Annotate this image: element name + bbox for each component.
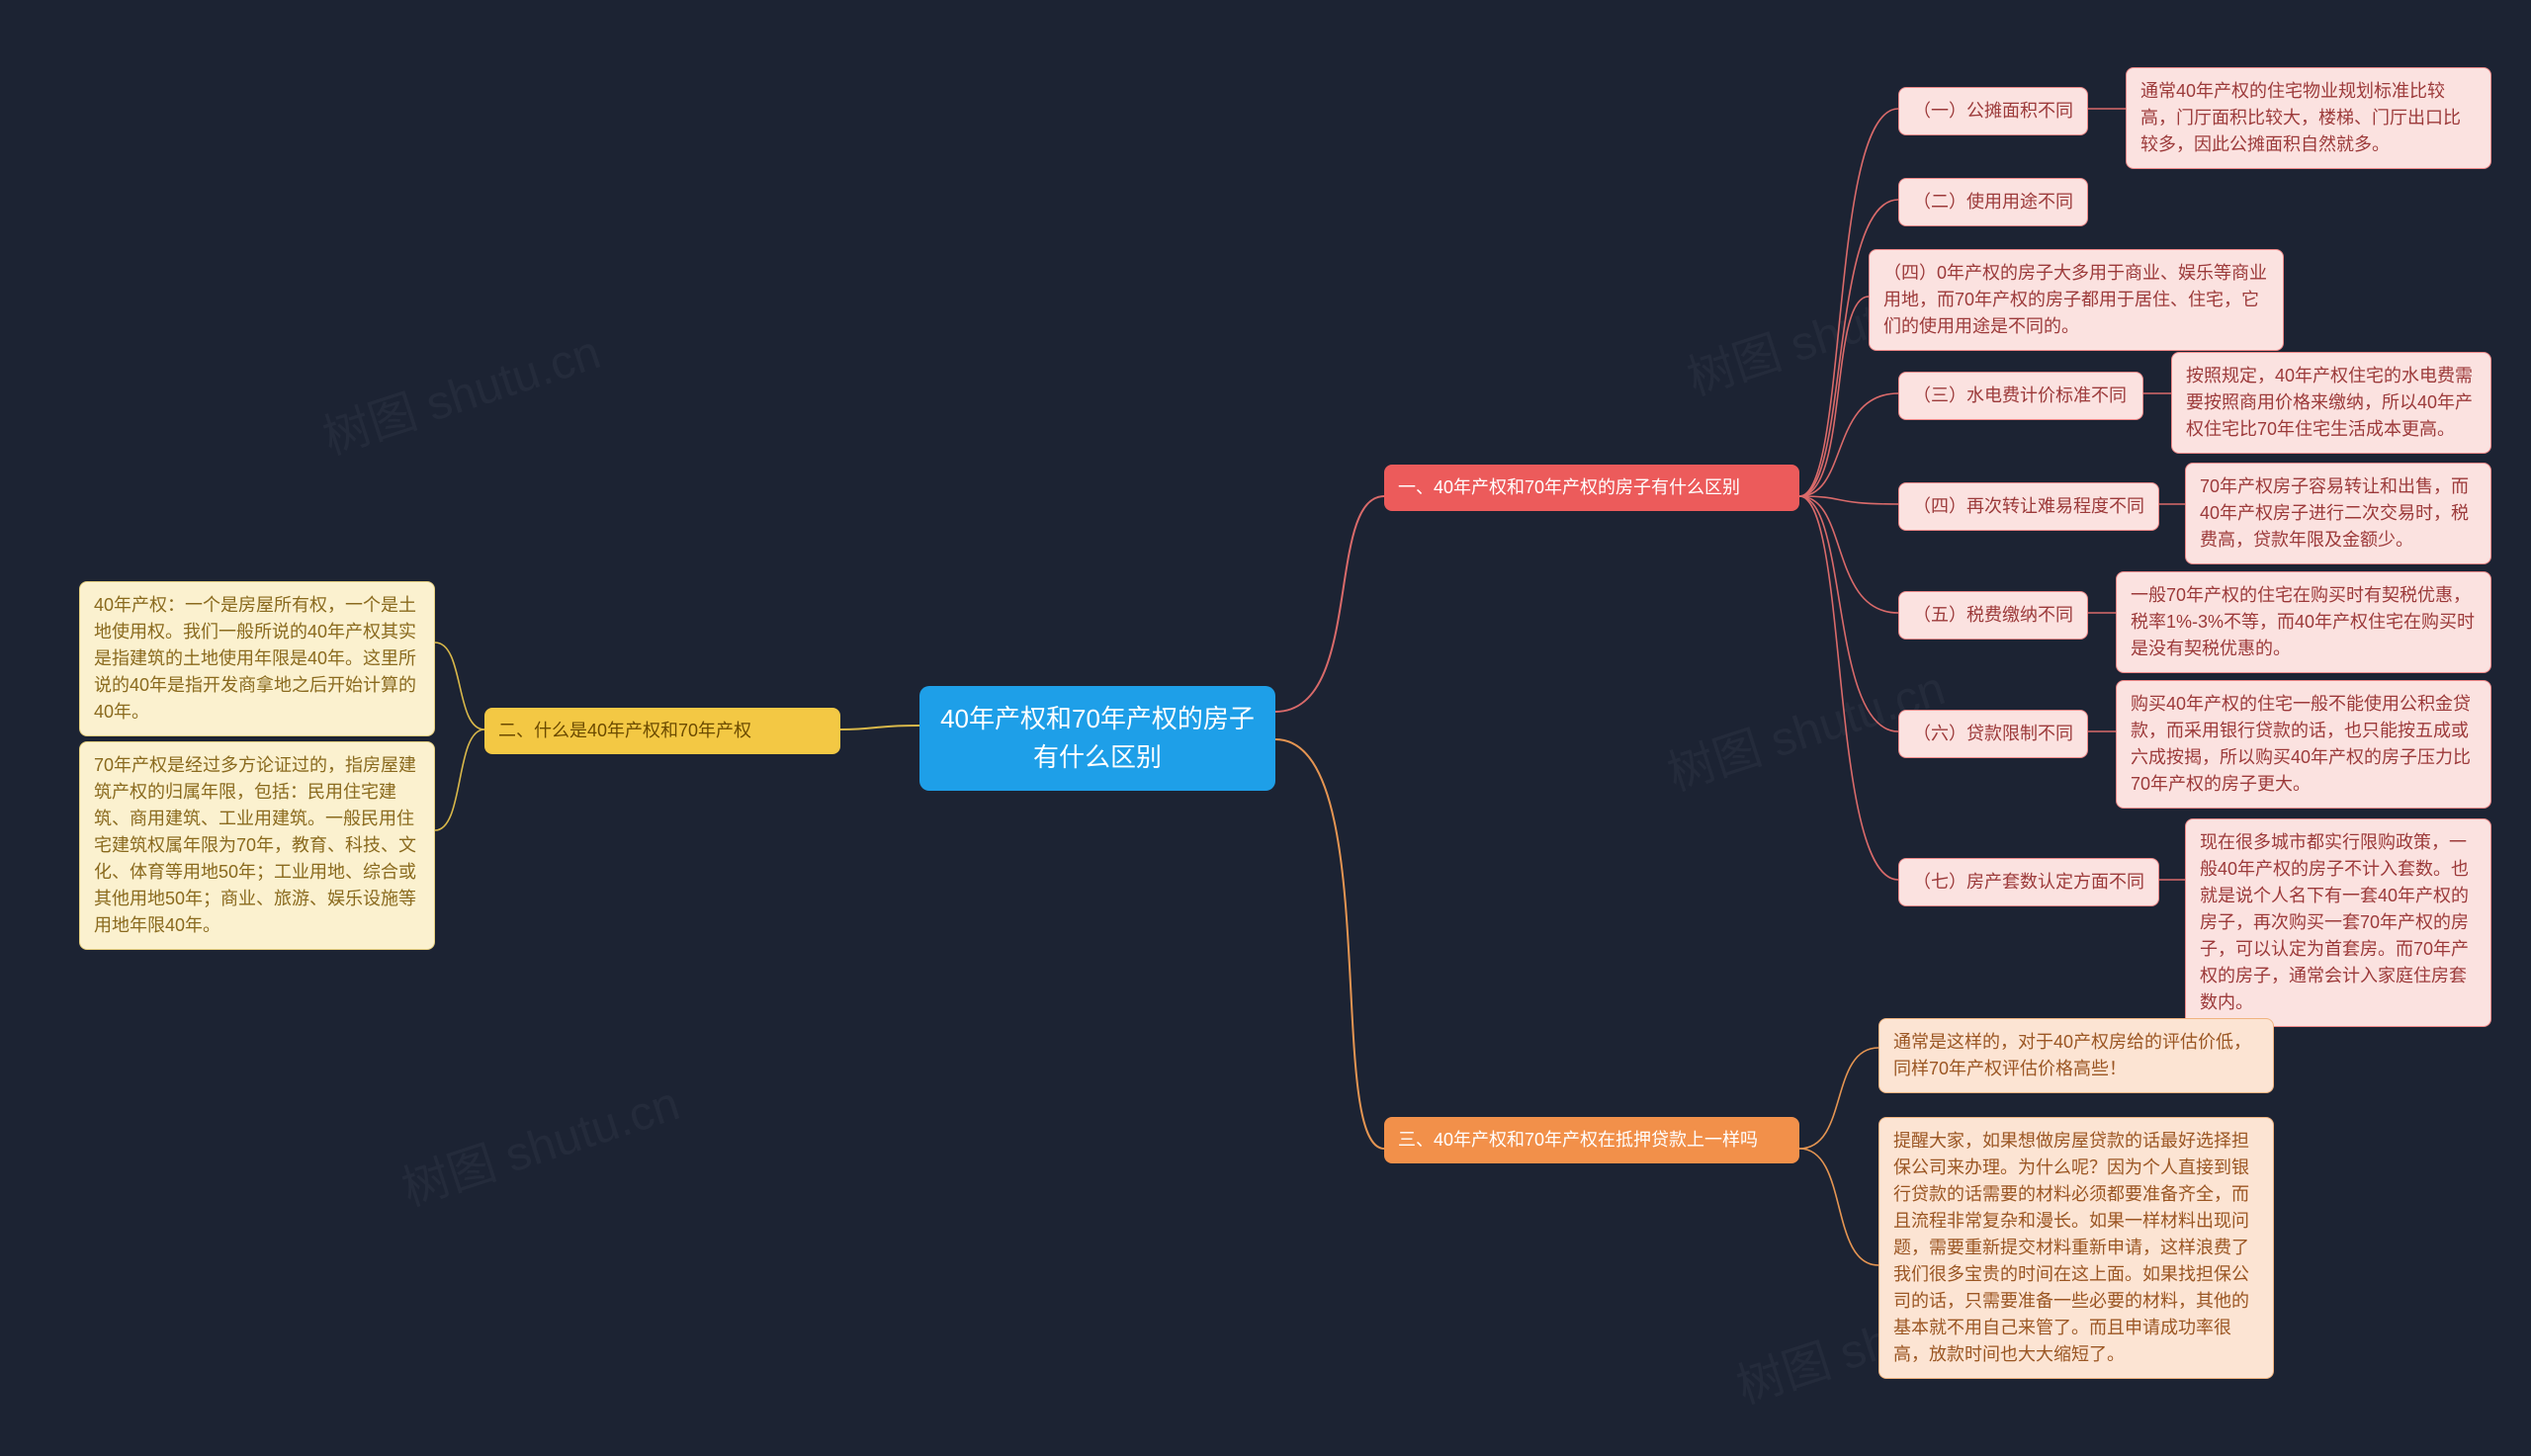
b1-item-6-label[interactable]: （六）贷款限制不同 (1898, 710, 2088, 758)
b1-item-6-detail: 购买40年产权的住宅一般不能使用公积金贷款，而采用银行贷款的话，也只能按五成或六… (2116, 680, 2491, 809)
b1-item-5-detail: 一般70年产权的住宅在购买时有契税优惠，税率1%-3%不等，而40年产权住宅在购… (2116, 571, 2491, 673)
branch-3[interactable]: 三、40年产权和70年产权在抵押贷款上一样吗 (1384, 1117, 1799, 1163)
b1-item-0-label[interactable]: （一）公摊面积不同 (1898, 87, 2088, 135)
b1-item-1-label[interactable]: （二）使用用途不同 (1898, 178, 2088, 226)
b1-item-4-label[interactable]: （四）再次转让难易程度不同 (1898, 482, 2159, 531)
b1-item-3-label[interactable]: （三）水电费计价标准不同 (1898, 372, 2143, 420)
b2-item-1: 70年产权是经过多方论证过的，指房屋建筑产权的归属年限，包括：民用住宅建筑、商用… (79, 741, 435, 950)
root-node[interactable]: 40年产权和70年产权的房子有什么区别 (919, 686, 1275, 791)
b3-item-1: 提醒大家，如果想做房屋贷款的话最好选择担保公司来办理。为什么呢？因为个人直接到银… (1878, 1117, 2274, 1379)
b1-item-7-detail: 现在很多城市都实行限购政策，一般40年产权的房子不计入套数。也就是说个人名下有一… (2185, 818, 2491, 1027)
watermark: 树图 shutu.cn (312, 313, 607, 468)
b2-item-0: 40年产权：一个是房屋所有权，一个是土地使用权。我们一般所说的40年产权其实是指… (79, 581, 435, 736)
b3-item-0: 通常是这样的，对于40产权房给的评估价低，同样70年产权评估价格高些！ (1878, 1018, 2274, 1093)
branch-1[interactable]: 一、40年产权和70年产权的房子有什么区别 (1384, 465, 1799, 511)
b1-item-3-detail: 按照规定，40年产权住宅的水电费需要按照商用价格来缴纳，所以40年产权住宅比70… (2171, 352, 2491, 454)
b1-item-5-label[interactable]: （五）税费缴纳不同 (1898, 591, 2088, 640)
b1-item-0-detail: 通常40年产权的住宅物业规划标准比较高，门厅面积比较大，楼梯、门厅出口比较多，因… (2126, 67, 2491, 169)
b1-item-4-detail: 70年产权房子容易转让和出售，而40年产权房子进行二次交易时，税费高，贷款年限及… (2185, 463, 2491, 564)
b1-item-2-label[interactable]: （四）0年产权的房子大多用于商业、娱乐等商业用地，而70年产权的房子都用于居住、… (1869, 249, 2284, 351)
watermark: 树图 shutu.cn (392, 1065, 686, 1219)
b1-item-7-label[interactable]: （七）房产套数认定方面不同 (1898, 858, 2159, 906)
branch-2[interactable]: 二、什么是40年产权和70年产权 (484, 708, 840, 754)
